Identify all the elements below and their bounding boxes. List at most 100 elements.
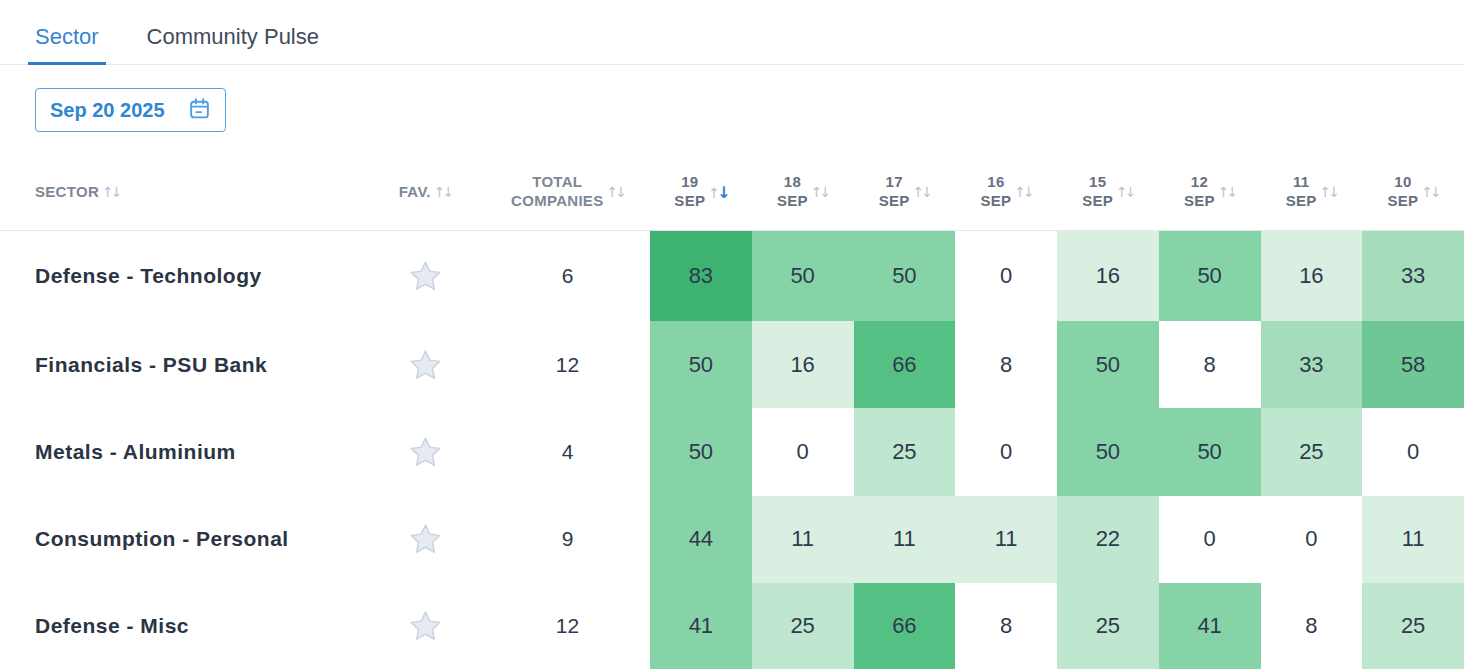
col-header-12-sep[interactable]: 12SEP↑↓	[1159, 172, 1261, 211]
col-header-total-companies[interactable]: TOTALCOMPANIES↑↓	[485, 172, 650, 211]
calendar-icon	[188, 97, 211, 123]
heatmap-cell: 44	[650, 496, 752, 583]
table-row: Metals - Aluminium45002505050250	[0, 408, 1464, 495]
table-header: SECTOR↑↓ FAV.↑↓ TOTALCOMPANIES↑↓ 19SEP↑↓…	[0, 132, 1464, 231]
sort-icon-19-sep: ↑↓	[708, 183, 727, 202]
heatmap-cell: 16	[1057, 231, 1159, 321]
sort-icon-18-sep: ↑↓	[811, 184, 828, 200]
sector-dashboard: Sector Community Pulse Sep 20 2025 SECTO…	[0, 0, 1464, 669]
sort-icon-11-sep: ↑↓	[1320, 184, 1337, 200]
heatmap-cell: 41	[1159, 583, 1261, 669]
sector-name[interactable]: Consumption - Personal	[0, 496, 365, 583]
heatmap-cell: 33	[1362, 231, 1464, 321]
date-column-label: 15SEP	[1082, 172, 1113, 211]
col-header-17-sep[interactable]: 17SEP↑↓	[854, 172, 956, 211]
favorite-star-icon[interactable]	[365, 583, 485, 669]
heatmap-cell: 50	[1159, 231, 1261, 321]
heatmap-cell: 8	[1159, 321, 1261, 408]
heatmap-cell: 8	[1261, 583, 1363, 669]
sort-icon-17-sep: ↑↓	[913, 184, 930, 200]
heatmap-cell: 16	[752, 321, 854, 408]
heatmap-cell: 8	[955, 321, 1057, 408]
sector-name[interactable]: Financials - PSU Bank	[0, 321, 365, 408]
col-header-10-sep[interactable]: 10SEP↑↓	[1362, 172, 1464, 211]
table-row: Defense - Technology6835050016501633	[0, 231, 1464, 321]
col-header-19-sep[interactable]: 19SEP↑↓	[650, 172, 752, 211]
total-companies-value: 9	[485, 496, 650, 583]
heatmap-cell: 11	[752, 496, 854, 583]
total-companies-value: 6	[485, 231, 650, 321]
table-row: Defense - Misc1241256682541825	[0, 583, 1464, 669]
heatmap-cell: 25	[1362, 583, 1464, 669]
col-header-fav-label: FAV.	[399, 183, 431, 200]
heatmap-cell: 0	[955, 408, 1057, 495]
sort-icon-16-sep: ↑↓	[1014, 184, 1031, 200]
heatmap-cell: 50	[650, 321, 752, 408]
col-header-total-label: TOTALCOMPANIES	[511, 172, 603, 211]
table-row: Consumption - Personal944111111220011	[0, 496, 1464, 583]
heatmap-cell: 11	[955, 496, 1057, 583]
col-header-fav[interactable]: FAV.↑↓	[365, 183, 485, 200]
heatmap-cell: 50	[1159, 408, 1261, 495]
heatmap-cell: 0	[1362, 408, 1464, 495]
heatmap-cell: 25	[752, 583, 854, 669]
tab-sector-label: Sector	[35, 24, 99, 49]
heatmap-cell: 41	[650, 583, 752, 669]
heatmap-cell: 11	[1362, 496, 1464, 583]
sector-name[interactable]: Defense - Technology	[0, 231, 365, 321]
sector-name[interactable]: Metals - Aluminium	[0, 408, 365, 495]
heatmap-cell: 11	[854, 496, 956, 583]
tab-community-pulse[interactable]: Community Pulse	[140, 0, 326, 65]
col-header-sector[interactable]: SECTOR↑↓	[0, 183, 365, 200]
sort-icon-12-sep: ↑↓	[1218, 184, 1235, 200]
date-column-label: 19SEP	[674, 172, 705, 211]
sort-icon-total: ↑↓	[606, 184, 623, 200]
heatmap-cell: 0	[1159, 496, 1261, 583]
heatmap-cell: 8	[955, 583, 1057, 669]
tab-bar: Sector Community Pulse	[0, 0, 1464, 65]
col-header-16-sep[interactable]: 16SEP↑↓	[955, 172, 1057, 211]
heatmap-cell: 50	[1057, 408, 1159, 495]
heatmap-cell: 50	[1057, 321, 1159, 408]
sort-icon-sector: ↑↓	[102, 184, 119, 200]
favorite-star-icon[interactable]	[365, 408, 485, 495]
col-header-18-sep[interactable]: 18SEP↑↓	[752, 172, 854, 211]
heatmap-cell: 50	[752, 231, 854, 321]
table-row: Financials - PSU Bank1250166685083358	[0, 321, 1464, 408]
date-picker-button[interactable]: Sep 20 2025	[35, 88, 226, 132]
favorite-star-icon[interactable]	[365, 321, 485, 408]
col-header-11-sep[interactable]: 11SEP↑↓	[1261, 172, 1363, 211]
heatmap-cell: 50	[854, 231, 956, 321]
total-companies-value: 12	[485, 321, 650, 408]
heatmap-cell: 83	[650, 231, 752, 321]
heatmap-cell: 66	[854, 321, 956, 408]
favorite-star-icon[interactable]	[365, 231, 485, 321]
table-body: Defense - Technology6835050016501633Fina…	[0, 231, 1464, 669]
date-column-label: 16SEP	[980, 172, 1011, 211]
tab-sector[interactable]: Sector	[28, 0, 106, 65]
heatmap-cell: 22	[1057, 496, 1159, 583]
total-companies-value: 4	[485, 408, 650, 495]
tab-community-pulse-label: Community Pulse	[147, 24, 319, 49]
sector-name[interactable]: Defense - Misc	[0, 583, 365, 669]
sort-icon-15-sep: ↑↓	[1116, 184, 1133, 200]
col-header-15-sep[interactable]: 15SEP↑↓	[1057, 172, 1159, 211]
col-header-sector-label: SECTOR	[35, 183, 99, 200]
heatmap-cell: 25	[1261, 408, 1363, 495]
total-companies-value: 12	[485, 583, 650, 669]
sort-icon-fav: ↑↓	[434, 184, 451, 200]
heatmap-cell: 25	[1057, 583, 1159, 669]
date-column-label: 11SEP	[1286, 172, 1317, 211]
heatmap-cell: 50	[650, 408, 752, 495]
heatmap-cell: 58	[1362, 321, 1464, 408]
date-column-label: 12SEP	[1184, 172, 1215, 211]
heatmap-cell: 33	[1261, 321, 1363, 408]
toolbar: Sep 20 2025	[0, 65, 1464, 132]
heatmap-cell: 0	[955, 231, 1057, 321]
favorite-star-icon[interactable]	[365, 496, 485, 583]
heatmap-cell: 66	[854, 583, 956, 669]
heatmap-cell: 16	[1261, 231, 1363, 321]
date-column-label: 10SEP	[1387, 172, 1418, 211]
heatmap-cell: 25	[854, 408, 956, 495]
heatmap-cell: 0	[1261, 496, 1363, 583]
